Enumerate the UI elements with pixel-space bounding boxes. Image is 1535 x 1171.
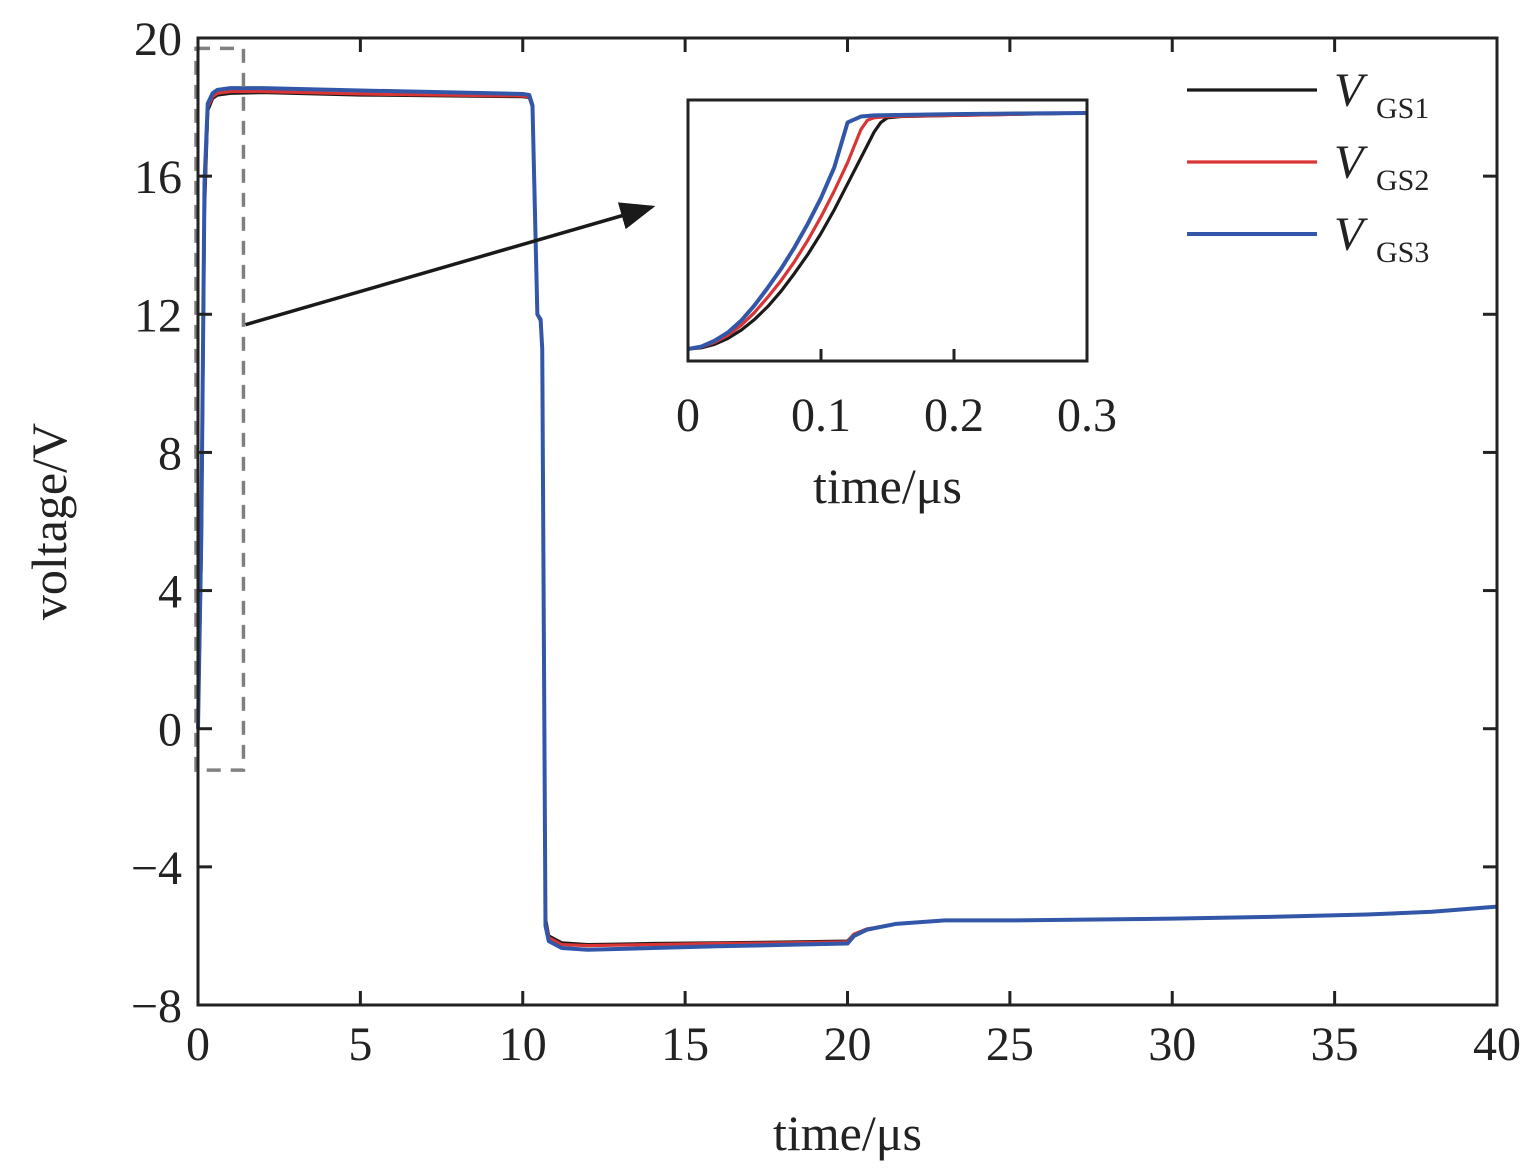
main-y-tick-label: 4: [158, 566, 182, 619]
inset-x-axis-title: time/μs: [813, 458, 962, 514]
main-x-tick-label: 25: [986, 1018, 1034, 1071]
legend-label-2: V: [1334, 136, 1368, 189]
main-x-tick-label: 20: [824, 1018, 872, 1071]
inset-series-line-3: [687, 111, 1088, 351]
inset-x-ticks: 0 0.1 0.2 0.3: [676, 349, 1117, 442]
legend-label-1: V: [1334, 64, 1368, 117]
main-x-tick-label: 30: [1148, 1018, 1196, 1071]
main-y-tick-label: −8: [131, 980, 182, 1033]
main-series-group: [196, 86, 1498, 952]
main-y-tick-label: 8: [158, 427, 182, 480]
main-y-tick-label: 0: [158, 704, 182, 757]
legend-label-3: V: [1334, 208, 1368, 261]
inset-x-tick-label: 0.2: [924, 389, 984, 442]
inset-background: [688, 100, 1087, 361]
main-y-tick-label: 16: [134, 151, 182, 204]
main-x-tick-label: 5: [348, 1018, 372, 1071]
inset-x-tick-label: 0: [676, 389, 700, 442]
main-y-axis-title: voltage/V: [21, 423, 77, 620]
inset-x-tick-label: 0.1: [791, 389, 851, 442]
inset-x-tick-label: 0.3: [1057, 389, 1117, 442]
main-series-line-3: [196, 86, 1498, 952]
main-x-tick-label: 35: [1311, 1018, 1359, 1071]
main-x-tick-label: 10: [499, 1018, 547, 1071]
main-y-tick-label: −4: [131, 842, 182, 895]
inset-plot-frame: [686, 98, 1089, 363]
main-y-ticks: −8 −4 0 4 8 12 16 20: [131, 13, 1497, 1033]
legend-sublabel-3: GS3: [1376, 236, 1429, 269]
zoom-arrow: [244, 202, 656, 327]
main-x-tick-label: 40: [1473, 1018, 1521, 1071]
main-x-axis-title: time/μs: [773, 1105, 922, 1161]
zoom-region-box: [194, 46, 246, 772]
main-x-ticks: 0 5 10 15 20 25 30 35 40: [186, 38, 1521, 1071]
main-plot: 0 5 10 15 20 25 30 35 40 −8 −4 0 4 8 12 16 20 time/μs v…: [21, 13, 1521, 1161]
main-annotations: [194, 46, 656, 772]
main-x-tick-label: 15: [661, 1018, 709, 1071]
inset-plot: 0 0.1 0.2 0.3 time/μs: [676, 98, 1117, 514]
inset-series-group: [687, 111, 1088, 351]
main-x-tick-label: 0: [186, 1018, 210, 1071]
main-y-tick-label: 12: [134, 289, 182, 342]
legend-sublabel-2: GS2: [1376, 164, 1429, 197]
legend-sublabel-1: GS1: [1376, 92, 1429, 125]
main-y-tick-label: 20: [134, 13, 182, 66]
